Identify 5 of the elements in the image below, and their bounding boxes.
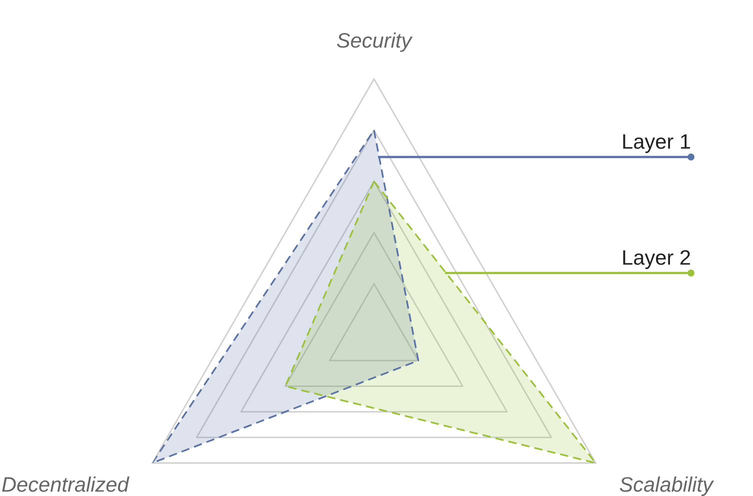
spoke-label: Decentralized xyxy=(2,476,130,492)
spoke-label: Scalability xyxy=(620,476,714,496)
spoke-label: Security xyxy=(336,32,413,52)
legend-label: Layer 2 xyxy=(623,250,690,269)
legend-label: Layer 1 xyxy=(623,134,690,153)
